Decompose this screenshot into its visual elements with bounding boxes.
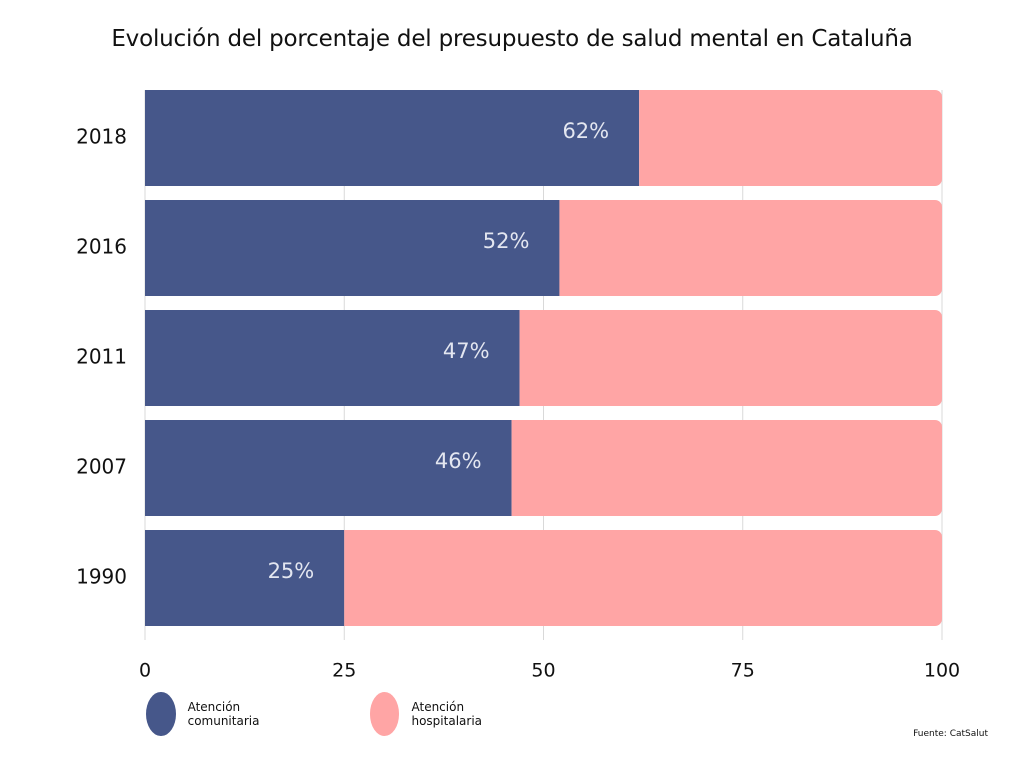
chart-title: Evolución del porcentaje del presupuesto…	[111, 26, 913, 52]
bar-left-edge-2011	[145, 310, 153, 406]
x-tick-label: 50	[531, 660, 555, 682]
legend-item-hospital: Atención hospitalaria	[370, 690, 497, 738]
bar-community-2016	[145, 200, 560, 296]
bar-community-2007	[145, 420, 512, 516]
category-label-2007: 2007	[76, 455, 127, 479]
legend-item-community: Atención comunitaria	[146, 690, 274, 738]
bar-community-2018	[145, 90, 640, 186]
x-tick-label: 0	[139, 660, 151, 682]
bar-group-2011	[145, 310, 942, 406]
legend-label-community: Atención comunitaria	[187, 700, 260, 728]
bar-group-2016	[145, 200, 942, 296]
category-label-2018: 2018	[76, 125, 127, 149]
legend-swatch-community	[146, 692, 176, 736]
bar-community-1990	[145, 530, 345, 626]
category-label-2011: 2011	[76, 345, 127, 369]
data-label-2018: 62%	[562, 119, 609, 143]
bar-community-2011	[145, 310, 520, 406]
data-label-2016: 52%	[483, 229, 530, 253]
bar-hospital-2018	[639, 90, 942, 186]
category-label-1990: 1990	[76, 565, 127, 589]
data-label-2007: 46%	[435, 449, 482, 473]
legend-label-hospital: Atención hospitalaria	[411, 700, 483, 728]
bar-left-edge-2007	[145, 420, 153, 516]
data-label-1990: 25%	[268, 559, 315, 583]
bar-group-2018	[145, 90, 942, 186]
bar-left-edge-2016	[145, 200, 153, 296]
bar-left-edge-2018	[145, 90, 153, 186]
category-label-2016: 2016	[76, 235, 127, 259]
bar-group-1990	[145, 530, 942, 626]
data-label-2011: 47%	[443, 339, 490, 363]
x-tick-label: 75	[731, 660, 755, 682]
source-note: Fuente: CatSalut	[913, 729, 988, 739]
x-tick-label: 25	[332, 660, 356, 682]
bar-hospital-2007	[511, 420, 942, 516]
bar-left-edge-1990	[145, 530, 153, 626]
x-tick-label: 100	[924, 660, 960, 682]
legend-swatch-hospital	[370, 692, 400, 736]
bar-group-2007	[145, 420, 942, 516]
bar-hospital-2016	[559, 200, 942, 296]
bar-hospital-1990	[344, 530, 942, 626]
bar-hospital-2011	[519, 310, 942, 406]
